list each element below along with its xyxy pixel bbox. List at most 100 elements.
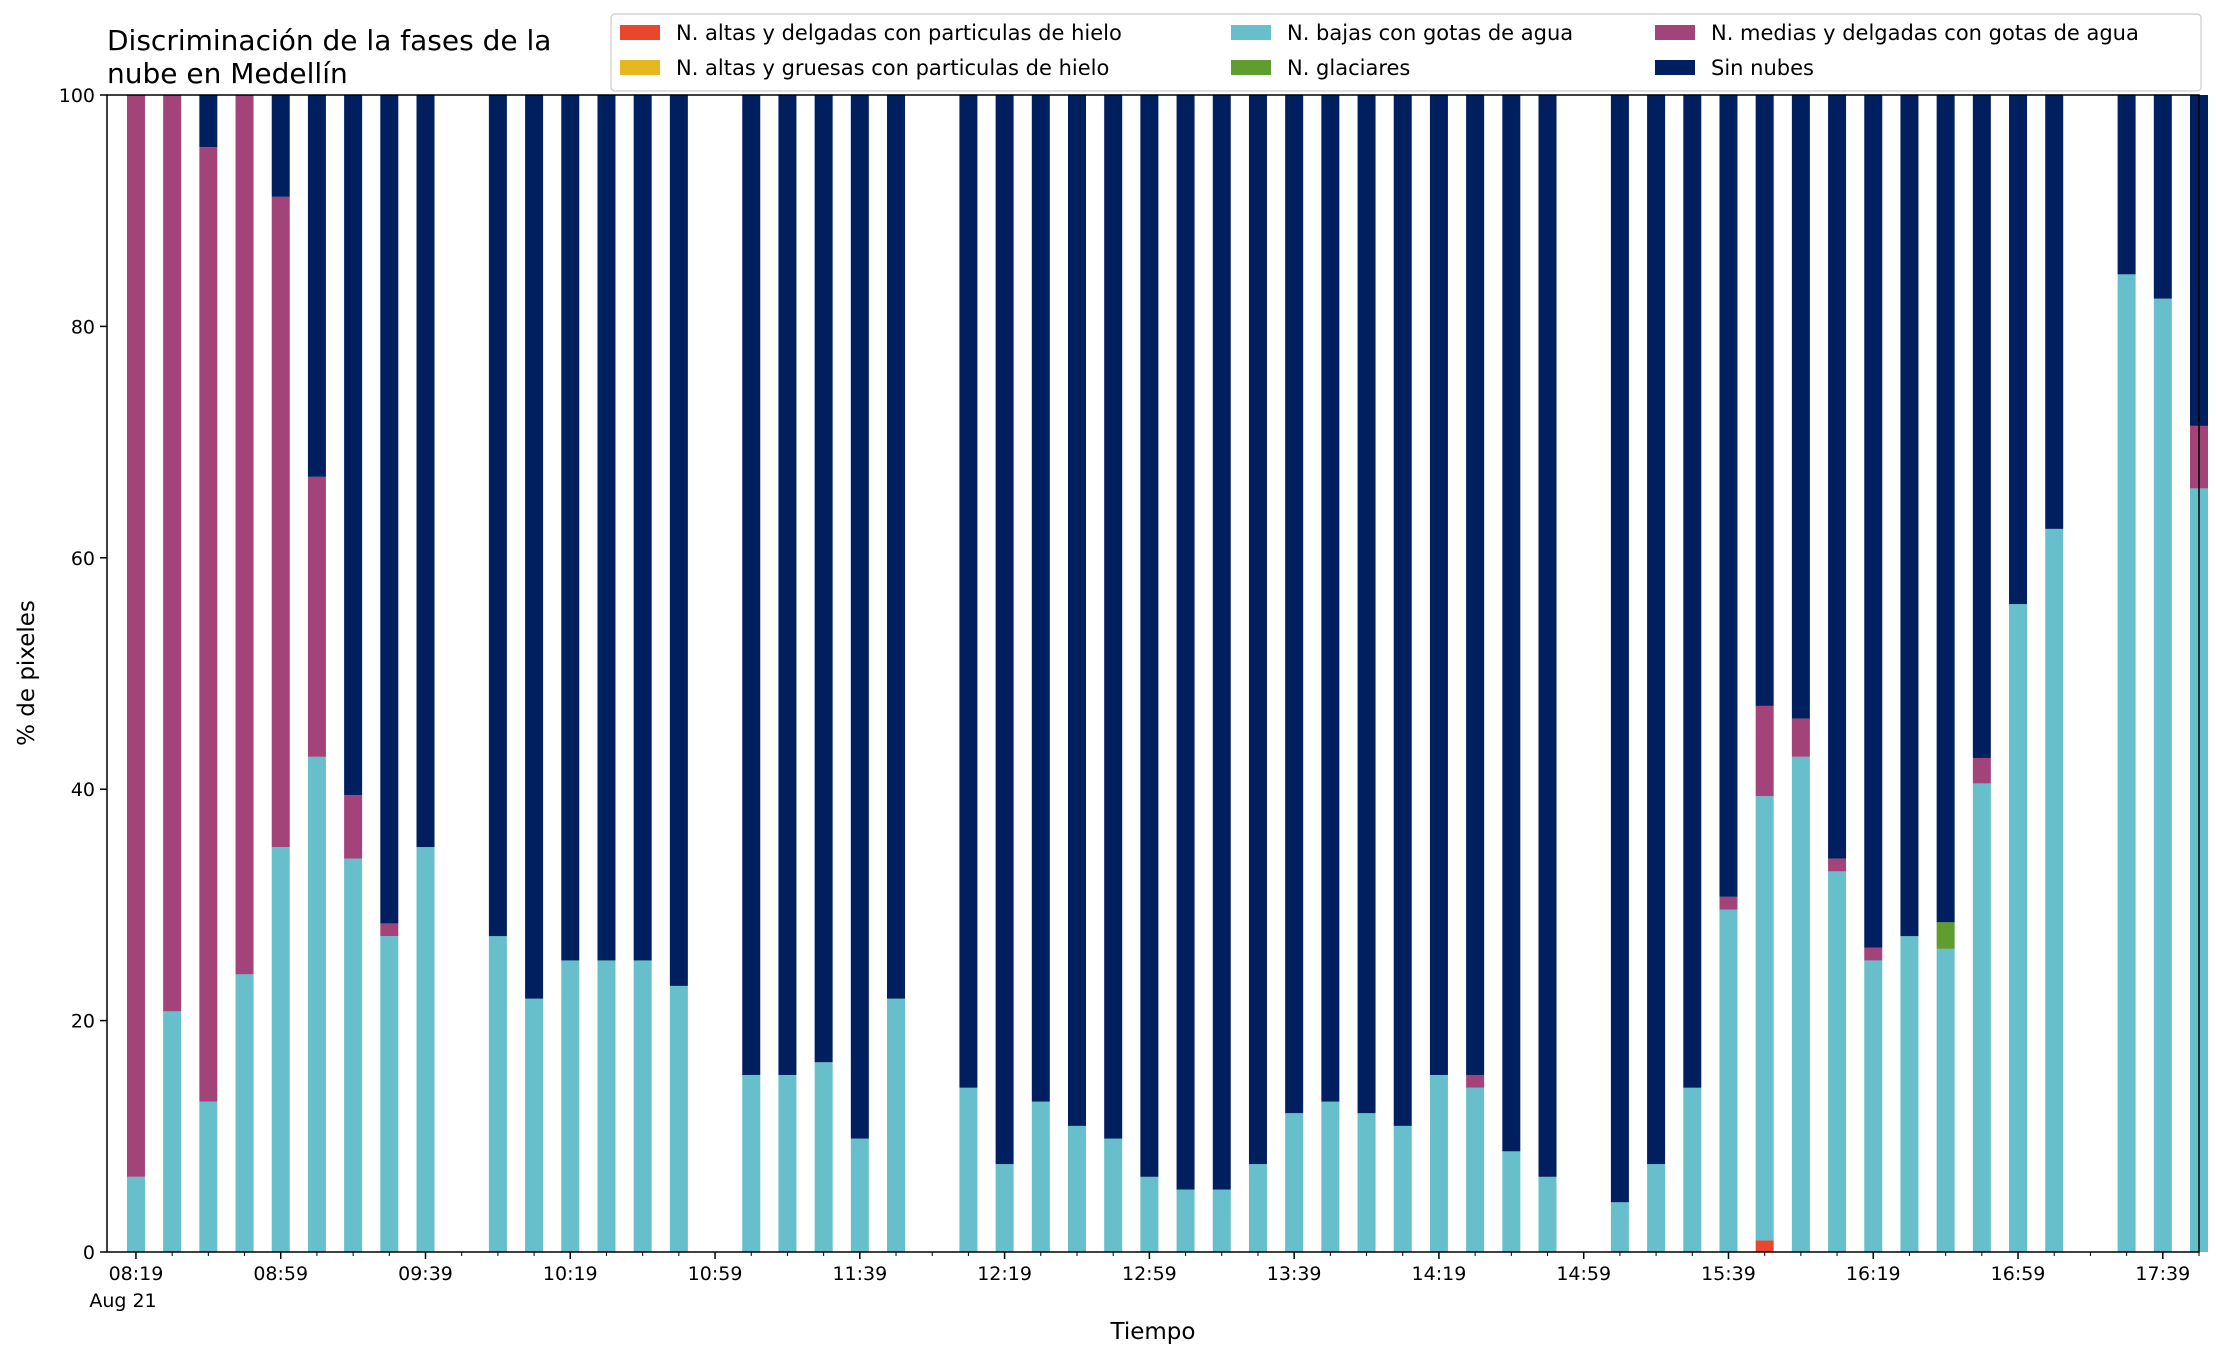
bar-segment-1529-s2 [1683, 1087, 1702, 1252]
legend-swatch-1 [620, 60, 660, 75]
bar-segment-1019-s2 [561, 960, 580, 1252]
bar-segment-0839-s5 [199, 95, 218, 148]
x-tick-label-1459: 14:59 [1556, 1263, 1611, 1285]
bar-segment-1739-s2 [2153, 298, 2172, 1252]
bar-segment-1739-s5 [2153, 95, 2172, 299]
x-tick-label-1419: 14:19 [1412, 1263, 1467, 1285]
bar-segment-1319-s5 [1212, 95, 1231, 1190]
bar-segment-1209-s5 [959, 95, 978, 1088]
bar-segment-1029-s2 [597, 960, 616, 1252]
bar-segment-1729-s2 [2117, 274, 2136, 1253]
legend-swatch-4 [1655, 25, 1695, 40]
bar-segment-0929-s2 [380, 936, 399, 1252]
x-date-label: Aug 21 [89, 1290, 156, 1312]
bar-segment-1549-s5 [1755, 95, 1774, 706]
bar-segment-1439-s2 [1502, 1151, 1521, 1252]
bar-segment-1229-s5 [1031, 95, 1050, 1102]
bar-segment-1309-s2 [1176, 1189, 1195, 1252]
bar-segment-1329-s2 [1248, 1164, 1267, 1252]
y-axis: 0 20 40 60 80 100 [59, 85, 107, 1264]
bar-segment-1709-s2 [2045, 528, 2064, 1253]
bar-segment-1429-s2 [1466, 1087, 1485, 1252]
bar-segment-0849-s2 [235, 974, 254, 1252]
bar-segment-1619-s2 [1864, 960, 1883, 1252]
bar-segment-1649-s2 [1972, 783, 1991, 1252]
y-tick-label-100: 100 [59, 85, 95, 107]
bar-segment-0919-s2 [344, 858, 363, 1252]
legend-label-4: N. medias y delgadas con gotas de agua [1711, 21, 2139, 45]
x-tick-label-1219: 12:19 [977, 1263, 1032, 1285]
x-tick-label-1659: 16:59 [1991, 1263, 2046, 1285]
x-tick-label-1019: 10:19 [543, 1263, 598, 1285]
x-tick-label-1139: 11:39 [832, 1263, 887, 1285]
bar-segment-1519-s5 [1647, 95, 1666, 1165]
chart-title-line-1: Discriminación de la fases de la [107, 24, 551, 57]
bar-segment-1139-s5 [850, 95, 869, 1139]
bar-segment-1119-s5 [778, 95, 797, 1075]
legend-label-2: N. bajas con gotas de agua [1287, 21, 1573, 45]
legend-label-0: N. altas y delgadas con particulas de hi… [676, 21, 1122, 45]
bar-segment-1439-s5 [1502, 95, 1521, 1152]
bar-segment-1339-s2 [1285, 1113, 1304, 1252]
bar-segment-1609-s5 [1828, 95, 1847, 859]
bar-segment-0929-s5 [380, 95, 399, 924]
x-tick-label-0819: 08:19 [109, 1263, 164, 1285]
bar-segment-1259-s5 [1140, 95, 1159, 1177]
bar-segment-0909-s4 [307, 476, 326, 757]
bar-segment-1349-s5 [1321, 95, 1340, 1102]
legend-label-1: N. altas y gruesas con particulas de hie… [676, 56, 1109, 80]
x-tick-label-1539: 15:39 [1701, 1263, 1756, 1285]
bar-segment-1359-s2 [1357, 1113, 1376, 1252]
bar-segment-1519-s2 [1647, 1164, 1666, 1252]
bar-segment-0939-s5 [416, 95, 435, 848]
bar-segment-1609-s4 [1828, 858, 1847, 872]
bar-segment-1009-s5 [525, 95, 544, 999]
bar-segment-1429-s4 [1466, 1074, 1485, 1088]
bar-segment-1449-s2 [1538, 1176, 1557, 1252]
bar-segment-1639-s3 [1936, 922, 1955, 949]
bar-segment-1659-s2 [2009, 604, 2028, 1252]
bar-segment-1549-s2 [1755, 796, 1774, 1241]
x-axis: 08:19 08:59 09:39 10:19 10:59 11:39 12:19 12:59… [109, 1252, 2200, 1285]
bar-segment-1649-s5 [1972, 95, 1991, 758]
x-tick-label-1739: 17:39 [2135, 1263, 2190, 1285]
bar-segment-0829-s2 [163, 1011, 182, 1252]
bar-segment-1629-s2 [1900, 936, 1919, 1252]
x-tick-label-1259: 12:59 [1122, 1263, 1177, 1285]
legend-label-3: N. glaciares [1287, 56, 1410, 80]
bar-segment-1419-s2 [1429, 1074, 1448, 1252]
bar-segment-0819-s2 [126, 1176, 145, 1252]
y-tick-label-0: 0 [83, 1242, 95, 1264]
bar-segment-1549-s4 [1755, 705, 1774, 797]
bar-segment-1009-s2 [525, 998, 544, 1252]
bar-segment-1039-s5 [633, 95, 652, 961]
bar-segment-0909-s2 [307, 756, 326, 1252]
bar-segment-0839-s2 [199, 1101, 218, 1252]
bar-segment-1409-s2 [1393, 1125, 1412, 1252]
bar-segment-1029-s5 [597, 95, 616, 961]
bar-segment-1249-s2 [1104, 1138, 1123, 1252]
x-tick-label-1619: 16:19 [1846, 1263, 1901, 1285]
bar-segment-1619-s5 [1864, 95, 1883, 948]
bar-segment-1239-s2 [1067, 1125, 1086, 1252]
x-tick-label-1059: 10:59 [688, 1263, 743, 1285]
bar-segment-0919-s4 [344, 794, 363, 859]
legend-swatch-5 [1655, 60, 1695, 75]
bar-segment-1529-s5 [1683, 95, 1702, 1088]
bar-segment-1639-s2 [1936, 948, 1955, 1252]
chart-title-line-2: nube en Medellín [107, 57, 348, 90]
legend-swatch-0 [620, 25, 660, 40]
bar-segment-1559-s4 [1791, 718, 1810, 757]
plot-frame [106, 94, 2200, 1253]
bar-segment-1139-s2 [850, 1138, 869, 1252]
bar-segment-1219-s2 [995, 1164, 1014, 1252]
bar-segment-1049-s2 [669, 985, 688, 1252]
bar-segment-1109-s5 [742, 95, 761, 1075]
bar-segment-0859-s5 [271, 95, 290, 197]
bar-segment-0919-s5 [344, 95, 363, 795]
bar-segment-1509-s2 [1610, 1202, 1629, 1252]
bar-segment-1659-s5 [2009, 95, 2028, 605]
y-tick-label-80: 80 [71, 316, 95, 338]
y-axis-label: % de pixeles [14, 600, 40, 746]
